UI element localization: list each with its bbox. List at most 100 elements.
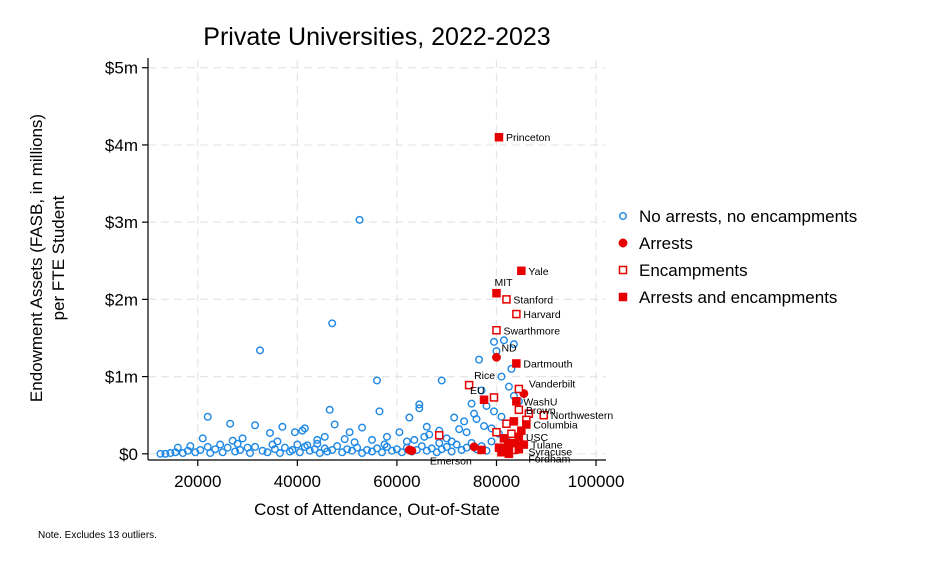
point-hollow-circle xyxy=(489,407,498,416)
point-hollow-circle xyxy=(303,441,312,450)
point-hollow-circle xyxy=(363,445,372,454)
point-hollow-circle xyxy=(320,432,329,441)
point-filled-square xyxy=(499,434,509,443)
point-hollow-circle xyxy=(489,337,498,346)
point-hollow-circle xyxy=(216,440,225,449)
point-hollow-circle xyxy=(183,446,192,455)
point-filled-square xyxy=(492,288,501,298)
point-hollow-square xyxy=(434,431,444,440)
point-hollow-circle xyxy=(427,444,436,453)
point-filled-square xyxy=(509,417,519,426)
point-hollow-circle xyxy=(462,428,471,437)
y-tick-label: $0 xyxy=(119,445,138,464)
point-hollow-circle xyxy=(437,376,446,385)
point-filled-circle xyxy=(469,442,479,452)
point-hollow-circle xyxy=(258,446,267,455)
point-filled-square xyxy=(512,359,521,368)
point-hollow-circle xyxy=(265,428,274,437)
y-tick-label: $1m xyxy=(105,368,138,387)
annotation-label: Yale xyxy=(528,266,548,278)
point-hollow-circle xyxy=(375,407,384,416)
annotation-label: Dartmouth xyxy=(523,358,572,370)
point-hollow-square xyxy=(512,309,521,319)
point-hollow-circle xyxy=(330,420,339,429)
point-hollow-circle xyxy=(166,449,175,458)
x-axis-title: Cost of Attendance, Out-of-State xyxy=(254,500,500,519)
x-tick-label: 60000 xyxy=(373,472,420,491)
legend-label: Arrests and encampments xyxy=(639,288,837,307)
point-filled-square xyxy=(514,444,524,454)
point-hollow-circle xyxy=(198,434,207,443)
point-hollow-square xyxy=(492,326,501,335)
legend-marker xyxy=(618,238,628,248)
point-hollow-circle xyxy=(447,437,456,446)
point-hollow-square xyxy=(502,295,511,304)
y-tick-label: $2m xyxy=(105,290,138,309)
point-hollow-square xyxy=(514,384,524,394)
point-hollow-circle xyxy=(323,447,332,456)
point-hollow-circle xyxy=(270,445,279,454)
point-filled-square xyxy=(519,440,529,449)
point-hollow-circle xyxy=(288,445,297,454)
point-hollow-circle xyxy=(387,446,396,455)
point-hollow-circle xyxy=(161,449,170,458)
point-hollow-circle xyxy=(358,423,367,432)
point-hollow-circle xyxy=(417,442,426,451)
grid xyxy=(148,60,606,460)
legend-label: No arrests, no encampments xyxy=(639,207,857,226)
annotation-label: Emerson xyxy=(430,456,472,468)
point-hollow-square xyxy=(489,393,499,402)
legend-label: Arrests xyxy=(639,234,693,253)
point-filled-square xyxy=(504,441,514,451)
axes: $0 $1m $2m $3m $4m $5m 20000 40000 60000 80000 100… xyxy=(105,58,624,491)
x-tick-label: 20000 xyxy=(174,472,221,491)
point-hollow-circle xyxy=(415,400,424,409)
point-hollow-circle xyxy=(435,439,444,448)
point-hollow-circle xyxy=(171,448,180,457)
point-filled-square xyxy=(522,420,531,429)
point-filled-circle xyxy=(404,445,414,455)
point-hollow-circle xyxy=(251,442,260,451)
point-hollow-circle xyxy=(507,364,516,373)
point-hollow-circle xyxy=(328,319,337,328)
point-hollow-circle xyxy=(315,449,324,458)
point-hollow-circle xyxy=(343,445,352,454)
point-hollow-circle xyxy=(203,412,212,421)
annotation-label: Northwestern xyxy=(551,410,614,422)
point-hollow-circle xyxy=(223,443,232,452)
legend-marker xyxy=(619,211,628,220)
point-filled-square xyxy=(504,449,514,459)
annotation-label: Columbia xyxy=(533,419,578,431)
point-hollow-circle xyxy=(467,399,476,408)
point-hollow-circle xyxy=(313,435,322,444)
point-hollow-circle xyxy=(231,447,240,456)
data-points xyxy=(156,132,549,459)
point-hollow-circle xyxy=(442,442,451,451)
point-hollow-circle xyxy=(226,419,235,428)
point-hollow-circle xyxy=(497,412,506,421)
annotation-label: Tulane xyxy=(531,440,563,452)
point-hollow-circle xyxy=(273,437,282,446)
point-hollow-circle xyxy=(340,435,349,444)
legend-label: Encampments xyxy=(639,261,748,280)
point-hollow-circle xyxy=(256,346,265,355)
point-filled-square xyxy=(494,132,504,142)
point-hollow-circle xyxy=(333,442,342,451)
annotation-label: MIT xyxy=(494,277,513,289)
point-hollow-circle xyxy=(293,440,302,449)
point-hollow-circle xyxy=(313,439,322,448)
point-hollow-circle xyxy=(509,340,518,349)
x-tick-label: 100000 xyxy=(568,472,625,491)
point-filled-circle xyxy=(492,352,501,362)
y-tick-label: $3m xyxy=(105,213,138,232)
point-hollow-circle xyxy=(447,447,456,456)
point-hollow-circle xyxy=(263,448,272,457)
point-hollow-circle xyxy=(455,425,464,434)
point-hollow-circle xyxy=(450,413,459,422)
point-hollow-circle xyxy=(380,440,389,449)
point-hollow-square xyxy=(514,405,524,415)
point-hollow-circle xyxy=(487,437,496,446)
point-filled-square xyxy=(517,266,526,276)
